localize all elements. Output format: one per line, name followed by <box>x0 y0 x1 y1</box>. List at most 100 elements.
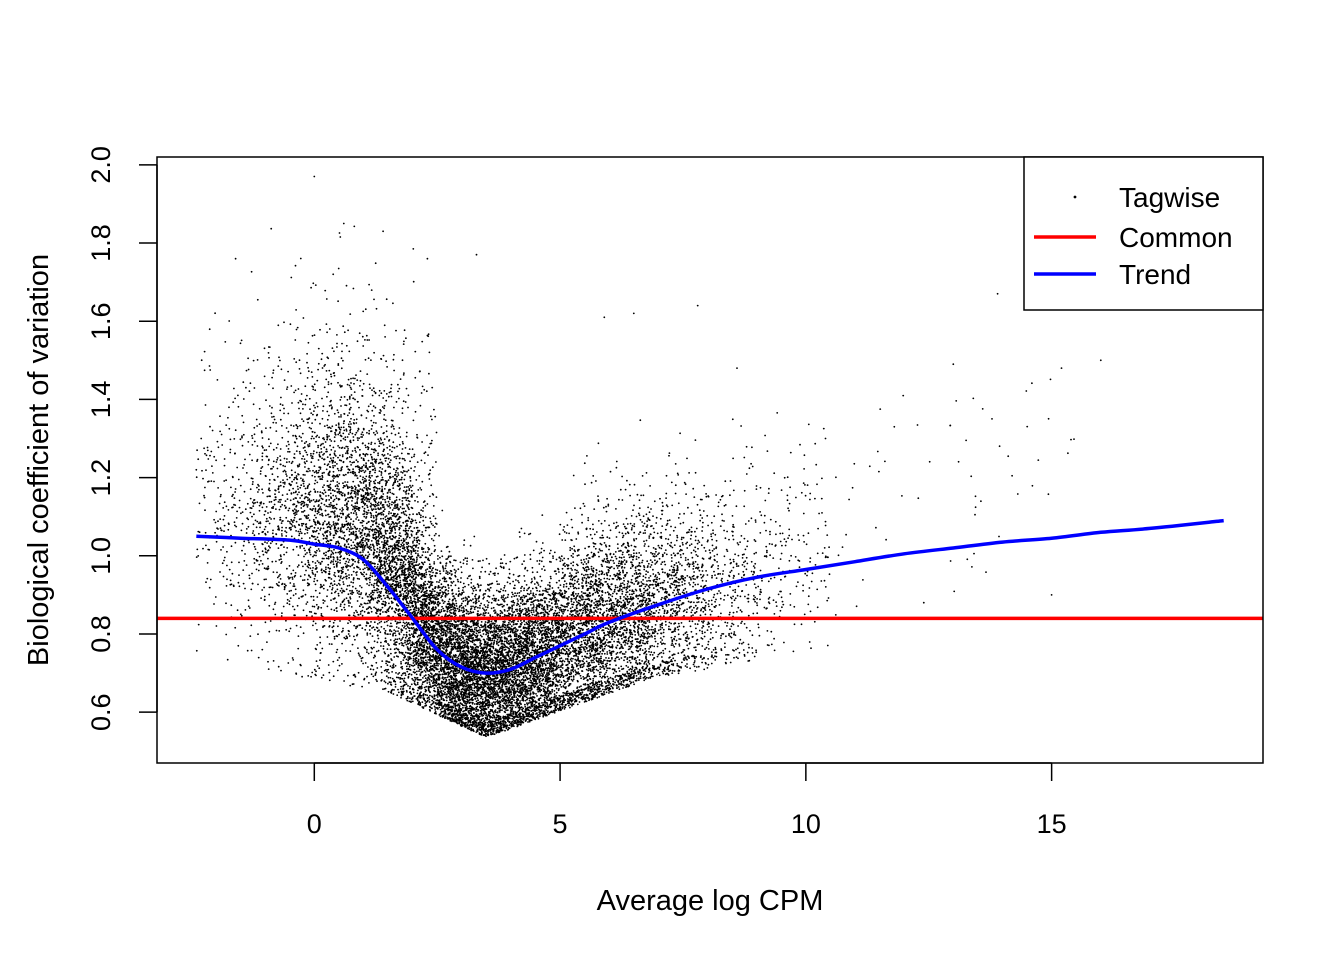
tagwise-point <box>512 580 514 583</box>
tagwise-point <box>555 635 558 638</box>
tagwise-point <box>423 500 426 503</box>
tagwise-point <box>550 661 553 664</box>
tagwise-point <box>357 652 360 655</box>
tagwise-point <box>535 540 538 543</box>
tagwise-point <box>322 602 325 604</box>
tagwise-point <box>759 598 761 601</box>
tagwise-point <box>404 674 407 676</box>
tagwise-point <box>373 646 375 649</box>
tagwise-point <box>575 628 578 631</box>
tagwise-point <box>348 486 351 489</box>
tagwise-point <box>386 670 388 673</box>
tagwise-point <box>631 524 634 527</box>
tagwise-point <box>589 652 591 655</box>
tagwise-point <box>536 624 539 627</box>
tagwise-point <box>824 586 827 588</box>
tagwise-point <box>779 540 782 543</box>
tagwise-point <box>279 578 282 580</box>
tagwise-point <box>348 614 351 617</box>
tagwise-point <box>612 559 615 562</box>
tagwise-point <box>278 508 281 511</box>
tagwise-point <box>348 546 351 549</box>
tagwise-point <box>439 572 442 575</box>
tagwise-point <box>285 461 288 464</box>
tagwise-point <box>414 660 416 663</box>
tagwise-point <box>262 492 264 494</box>
tagwise-point <box>530 578 533 580</box>
tagwise-point <box>599 549 602 552</box>
tagwise-point <box>419 370 421 373</box>
tagwise-point <box>618 670 621 672</box>
tagwise-point <box>464 599 467 602</box>
tagwise-point <box>580 627 583 630</box>
tagwise-point <box>503 586 506 589</box>
tagwise-point <box>260 501 263 504</box>
tagwise-point <box>355 486 357 489</box>
tagwise-point <box>430 484 433 487</box>
tagwise-point <box>325 495 327 497</box>
tagwise-point <box>392 302 394 305</box>
tagwise-point <box>575 641 578 644</box>
tagwise-point <box>215 510 218 513</box>
tagwise-point <box>260 597 262 599</box>
tagwise-point <box>531 613 534 616</box>
tagwise-point <box>528 598 531 601</box>
tagwise-point <box>348 574 350 576</box>
tagwise-point <box>712 619 714 622</box>
tagwise-point <box>301 675 303 678</box>
tagwise-point <box>357 559 360 561</box>
tagwise-point <box>475 593 477 596</box>
tagwise-point <box>517 671 520 674</box>
tagwise-point <box>315 603 318 606</box>
tagwise-point <box>317 548 320 550</box>
tagwise-point <box>603 652 606 655</box>
tagwise-point <box>303 555 305 558</box>
tagwise-point <box>441 509 444 512</box>
tagwise-point <box>408 629 411 632</box>
tagwise-point <box>388 597 391 600</box>
tagwise-point <box>314 510 317 513</box>
tagwise-point <box>372 405 375 408</box>
tagwise-point <box>648 511 651 514</box>
tagwise-point <box>455 570 457 572</box>
tagwise-point <box>541 702 543 704</box>
tagwise-point <box>523 589 525 592</box>
tagwise-point <box>307 366 309 369</box>
tagwise-point <box>723 594 726 597</box>
tagwise-point <box>362 345 365 347</box>
tagwise-point <box>621 593 624 595</box>
tagwise-point <box>498 624 501 627</box>
tagwise-point <box>414 499 416 502</box>
tagwise-point <box>460 598 463 600</box>
tagwise-point <box>422 535 425 538</box>
tagwise-point <box>497 632 499 635</box>
tagwise-point <box>618 569 620 572</box>
tagwise-point <box>301 457 303 460</box>
tagwise-point <box>301 418 303 420</box>
tagwise-point <box>549 660 552 662</box>
tagwise-point <box>633 525 636 528</box>
tagwise-point <box>647 610 650 613</box>
tagwise-point <box>714 559 716 562</box>
tagwise-point <box>315 414 318 417</box>
tagwise-point <box>405 486 408 488</box>
tagwise-point <box>753 567 756 569</box>
tagwise-point <box>615 656 618 659</box>
tagwise-point <box>288 590 291 592</box>
tagwise-point <box>436 591 438 594</box>
tagwise-point <box>568 596 570 598</box>
tagwise-point <box>674 614 677 617</box>
tagwise-point <box>303 497 306 500</box>
tagwise-point <box>422 515 424 518</box>
tagwise-point <box>317 471 320 474</box>
tagwise-point <box>620 550 622 552</box>
tagwise-point <box>364 662 367 664</box>
tagwise-point <box>283 504 286 507</box>
tagwise-point <box>329 515 332 518</box>
tagwise-point <box>407 394 410 397</box>
tagwise-point <box>258 509 261 512</box>
tagwise-point <box>803 613 806 616</box>
tagwise-point <box>313 605 316 608</box>
tagwise-point <box>589 678 592 681</box>
tagwise-point <box>386 495 389 498</box>
